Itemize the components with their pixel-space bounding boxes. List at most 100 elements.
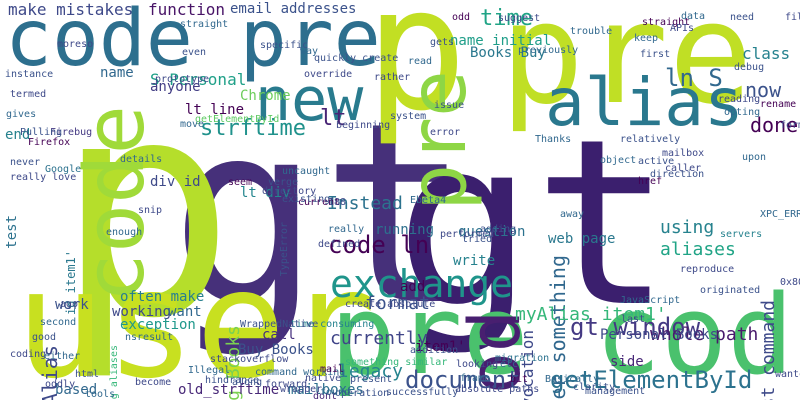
word-59: work [55,297,89,313]
word-75: something similar [345,357,448,368]
word-136: odd [452,12,471,23]
word-31: whole path [650,324,759,345]
word-121: adding [480,224,517,235]
word-160: html [75,369,100,380]
word-165: frame [460,373,491,384]
word-183: enough [106,227,143,238]
word-115: mailbox [662,148,705,159]
word-149: beginning [336,120,391,131]
word-36: now [745,78,782,102]
word-186: Ebeta4 [410,195,447,206]
word-68: based [55,382,98,398]
word-45: lt line [185,102,245,118]
word-42: S Personal [150,70,247,89]
word-70: absolute paths [455,384,540,395]
word-89: become [135,377,172,388]
word-105: directory [262,186,317,197]
word-26: Instead [327,193,403,214]
word-176: 0x8057000E [780,277,800,288]
word-185: I88 [328,197,347,208]
word-41: Books Buy [470,45,546,61]
word-141: straight [180,19,229,30]
word-14: document [405,366,521,394]
word-39: email addresses [230,1,357,17]
word-137: suggest [498,13,541,24]
word-22: ln S [665,64,723,92]
word-11: new [255,65,364,135]
word-29: using [660,217,715,238]
word-138: previously [518,45,579,56]
word-159: either [44,351,81,362]
word-113: active [638,156,675,167]
word-96: migration [495,353,550,364]
word-135: gets [430,37,455,48]
word-129: straight [642,17,691,28]
word-52: lt div [240,185,291,201]
word-30: myAlias item1' [515,304,667,325]
word-167: looking [456,359,499,370]
word-169: clarity [573,382,616,393]
word-28: aliases [660,239,736,260]
word-118: caller [665,163,702,174]
word-158: coding [10,349,47,360]
word-123: rename [760,99,797,110]
word-119: object [600,155,637,166]
word-174: JavaScript [620,295,681,306]
word-130: APIs [670,23,695,34]
word-54: test [4,215,20,249]
word-152: termed [10,89,47,100]
word-95: wrapper [280,384,323,395]
word-122: reading [718,94,761,105]
word-164: native [305,373,342,384]
word-114: href [638,176,663,187]
word-178: TypeError [279,222,290,277]
word-64: item1' [415,339,466,355]
word-147: read [408,56,433,67]
word-78: stackoverflow [210,354,289,365]
word-90: Illegal [188,365,231,376]
word-98: Basically [545,374,600,385]
word-56: add [400,279,426,295]
word-117: direction [650,169,705,180]
word-104: existing [282,194,331,205]
word-126: form [780,120,800,131]
word-140: moreso [57,39,94,50]
word-0: gt [170,69,472,360]
word-76: time consuming [290,319,375,330]
word-182: snip [138,205,163,216]
word-163: operation [335,388,390,399]
word-103: current [298,197,341,208]
word-175: originated [700,285,761,296]
word-24: strftime [200,116,306,141]
word-124: opting [724,107,761,118]
word-46: name [100,65,134,81]
word-120: servers [720,229,763,240]
word-82: Firefox [28,137,71,148]
word-7: pre code [330,271,800,399]
word-37: function [148,0,226,19]
word-132: need [730,12,755,23]
word-92: forward [265,379,308,390]
word-1: gt [395,91,672,358]
word-86: tools [85,389,116,400]
word-161: oddly [45,379,76,390]
word-101: performed [440,229,495,240]
word-133: file [785,12,800,23]
word-9: pre [394,70,484,211]
word-87: mail [320,364,345,375]
word-109: details [120,154,163,165]
word-21: last command [758,300,779,400]
word-134: trouble [570,26,613,37]
word-43: Chrome [240,88,291,104]
word-32: currently [330,328,428,349]
word-50: write [453,253,496,269]
word-44: anyone [150,79,201,95]
word-48: question [458,224,526,240]
word-73: command working [255,367,346,378]
word-74: create absolute [345,299,436,310]
word-157: good [32,332,57,343]
word-5: pre [500,0,753,136]
word-13: exchange [330,262,514,306]
word-80: prototype [155,74,210,85]
